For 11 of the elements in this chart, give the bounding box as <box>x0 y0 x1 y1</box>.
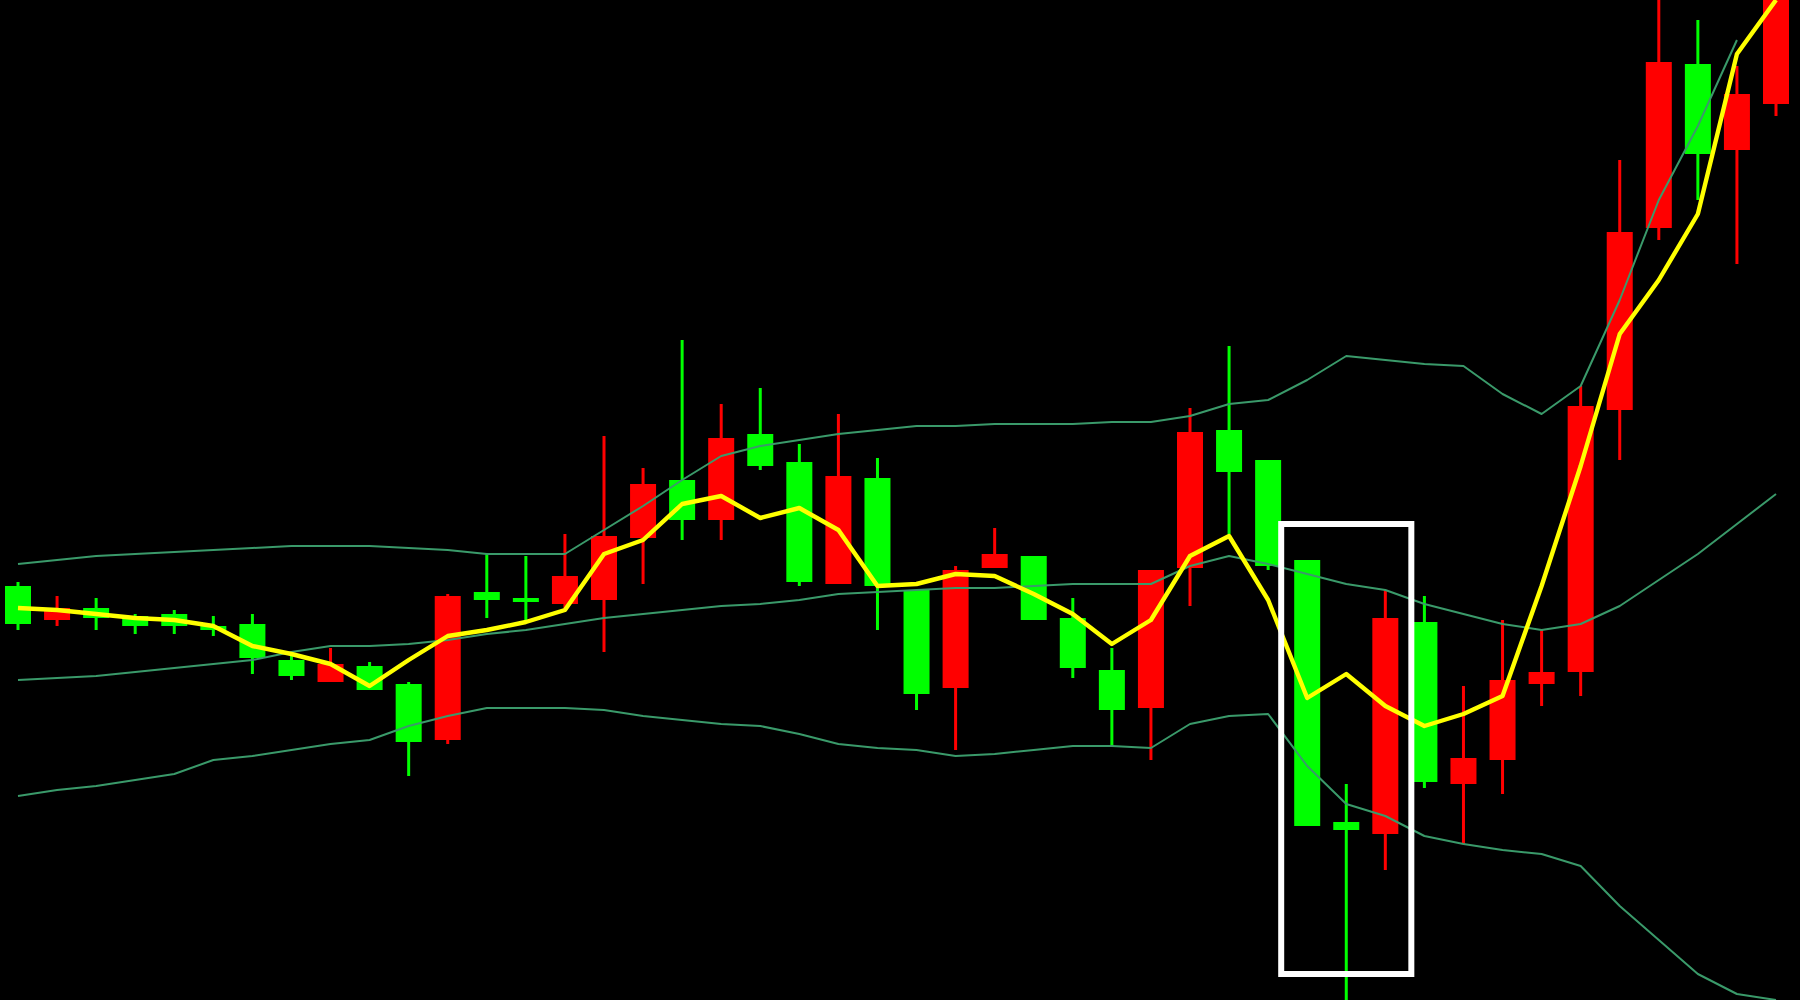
candlestick <box>1216 344 1243 536</box>
candlestick <box>473 552 500 620</box>
candlestick <box>512 554 539 622</box>
candlestick <box>551 532 578 612</box>
candlestick <box>278 654 305 682</box>
candlestick <box>1450 684 1477 846</box>
candlestick <box>747 386 774 472</box>
candlestick <box>1333 782 1360 1000</box>
candlestick <box>981 526 1008 570</box>
candlestick <box>1098 646 1125 748</box>
candlestick <box>1528 628 1555 708</box>
